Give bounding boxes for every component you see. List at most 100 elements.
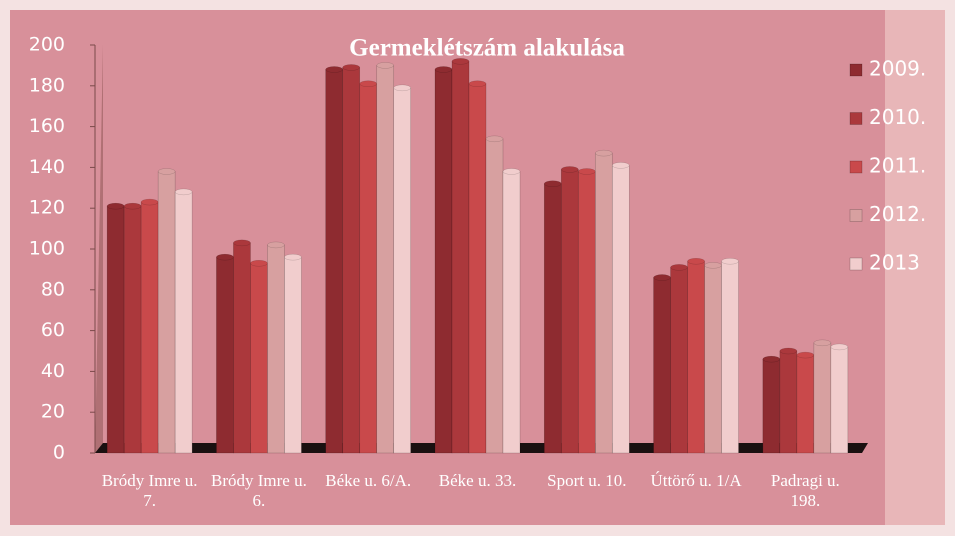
bar <box>451 61 470 454</box>
bar <box>233 242 251 454</box>
bar-cap <box>779 347 798 355</box>
bar-cap <box>157 168 176 175</box>
bar <box>123 205 142 454</box>
x-tick-label: Bródy Imre u. 7. <box>101 471 198 510</box>
y-tick-label: 180 <box>29 74 65 96</box>
bar <box>468 83 487 454</box>
bar <box>813 342 832 454</box>
legend-label: 2013 <box>869 251 920 275</box>
bar-cap <box>250 260 268 267</box>
bar-cap <box>813 339 832 347</box>
bar-cap <box>434 66 453 73</box>
y-tick-label: 160 <box>29 115 65 137</box>
bar-cap <box>451 58 470 65</box>
bar <box>174 191 193 454</box>
bar-cap <box>670 264 688 271</box>
bar <box>393 87 412 454</box>
bar-cap <box>796 351 815 359</box>
bar-cap <box>687 257 705 265</box>
legend-swatch <box>849 63 863 77</box>
bar <box>485 138 504 454</box>
bar <box>502 171 521 454</box>
y-tick-label: 200 <box>29 34 65 56</box>
bar-cap <box>544 180 562 187</box>
bar-cap <box>595 149 613 157</box>
legend-label: 2011. <box>869 154 926 178</box>
chart-title: Germeklétszám alakulása <box>349 35 625 62</box>
bar-cap <box>612 162 630 169</box>
bar-cap <box>653 274 671 281</box>
bar-cap <box>376 62 394 69</box>
legend-swatch <box>849 209 863 222</box>
y-tick-label: 80 <box>41 278 65 300</box>
bar-cap <box>342 64 360 71</box>
bar <box>106 205 125 454</box>
back-wall <box>95 44 103 453</box>
legend-label: 2009. <box>869 57 926 81</box>
bar <box>670 267 688 454</box>
y-tick-label: 20 <box>41 401 65 423</box>
y-tick-label: 0 <box>53 442 65 464</box>
bar <box>216 256 234 454</box>
bar <box>140 201 159 454</box>
bar <box>796 354 815 454</box>
bar <box>611 165 630 454</box>
y-tick-label: 140 <box>29 156 65 178</box>
bar <box>653 277 671 454</box>
x-tick-label: Béke u. 33. <box>438 471 517 490</box>
bar-cap <box>216 253 234 261</box>
bar <box>250 262 268 454</box>
y-tick-label: 40 <box>41 360 65 382</box>
legend-swatch <box>849 112 863 125</box>
bar-cap <box>704 262 722 269</box>
bar-cap <box>325 66 343 73</box>
x-tick-label: Béke u. 6/A. <box>325 471 412 490</box>
y-tick-label: 100 <box>29 238 65 260</box>
bar-cap <box>762 355 781 363</box>
legend-label: 2010. <box>869 105 926 129</box>
x-tick-label: Úttörő u. 1/A <box>650 471 742 490</box>
legend-swatch <box>849 160 863 174</box>
bar <box>721 260 739 454</box>
bar <box>359 83 378 454</box>
x-tick-label: Padragi u. 198. <box>770 471 840 510</box>
bar <box>577 171 596 454</box>
bar <box>376 65 395 454</box>
bar <box>594 152 613 454</box>
bar <box>687 260 705 454</box>
bar-cap <box>106 202 125 210</box>
bar-cap <box>174 188 193 196</box>
bar <box>434 69 453 454</box>
bar-cap <box>267 241 285 249</box>
bar <box>267 244 285 454</box>
legend-swatch <box>849 257 863 271</box>
x-tick-label: Sport u. 10. <box>547 471 627 490</box>
bar <box>704 265 722 454</box>
bar-cap <box>284 253 302 261</box>
y-tick-label: 120 <box>29 197 65 219</box>
bar <box>543 183 562 454</box>
bar <box>157 171 176 454</box>
legend-label: 2012. <box>869 202 926 226</box>
bar-cap <box>468 80 487 88</box>
bar-cap <box>830 343 849 351</box>
bar-cap <box>359 80 377 88</box>
bar-cap <box>485 135 504 143</box>
bar-cap <box>123 202 142 210</box>
bar <box>830 346 849 454</box>
bar-cap <box>233 239 251 247</box>
bar <box>284 256 302 454</box>
bar-cap <box>578 168 596 175</box>
bar-cap <box>502 168 521 175</box>
bar-cap <box>140 198 159 206</box>
y-tick-label: 60 <box>41 319 65 341</box>
bar-cap <box>561 166 579 173</box>
bar-cap <box>393 84 411 92</box>
bar <box>325 69 344 454</box>
bar <box>560 169 579 454</box>
x-tick-label: Bródy Imre u. 6. <box>211 471 307 510</box>
bar <box>342 67 361 454</box>
bar <box>762 358 781 454</box>
